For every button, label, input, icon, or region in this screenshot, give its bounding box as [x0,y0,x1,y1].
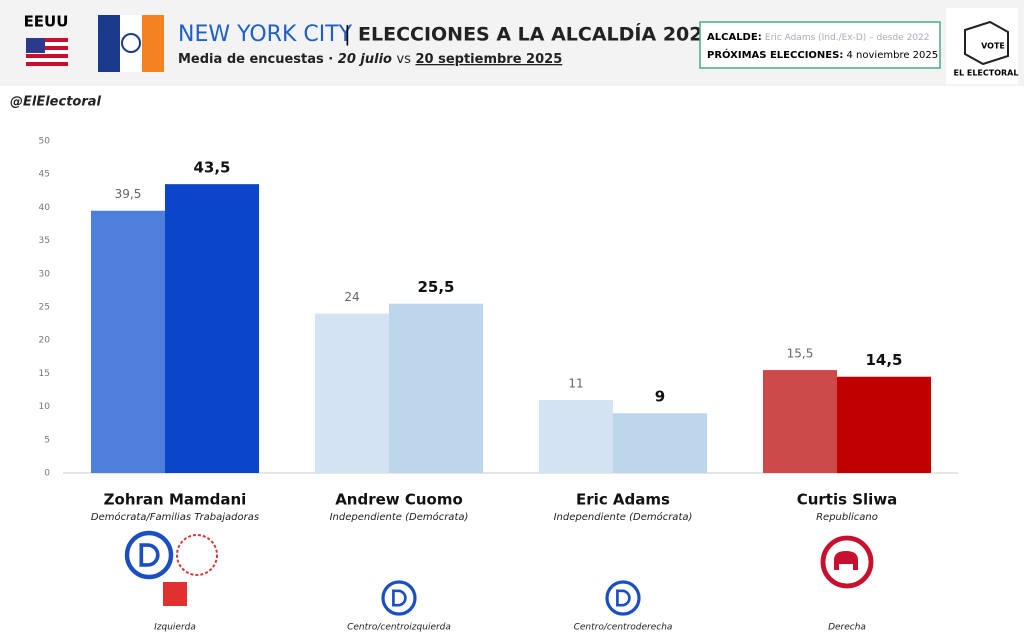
next-label: PRÓXIMAS ELECCIONES: [707,48,843,61]
bar [763,370,837,473]
subtitle-vs: vs [396,52,411,67]
y-tick-label: 50 [39,137,51,147]
mayor: ALCALDE: Eric Adams (Ind./Ex-D) – desde … [707,32,929,43]
ideology: Izquierda [154,623,196,633]
party-logo-d [139,543,160,567]
candidate-name: Curtis Sliwa [797,491,898,509]
y-tick-label: 35 [39,236,50,246]
next-election: PRÓXIMAS ELECCIONES: 4 noviembre 2025 [707,48,938,61]
candidate-party: Republicano [816,512,878,523]
value-label: 43,5 [193,159,230,177]
y-tick-label: 45 [39,170,50,180]
bar [165,184,259,473]
value-label: 9 [655,388,665,406]
y-tick-label: 25 [39,303,50,313]
next-value: 4 noviembre 2025 [847,50,939,61]
bar [389,303,483,473]
subtitle-prefix: Media de encuestas · [178,52,333,67]
logo-vote: VOTE [981,42,1005,51]
mayor-label: ALCALDE: [707,32,762,43]
bar [539,399,613,473]
candidate-name: Andrew Cuomo [335,491,463,509]
title: NEW YORK CITY [178,22,353,47]
bar [91,210,165,473]
value-label: 14,5 [865,351,902,369]
elephant [834,551,858,570]
party-logo-d [392,589,407,607]
candidate-party: Demócrata/Familias Trabajadoras [91,511,259,523]
subtitle-date2: 20 septiembre 2025 [415,52,562,67]
y-tick-label: 40 [39,203,51,213]
y-tick-label: 15 [39,369,50,379]
value-label: 11 [568,376,583,390]
handle: @ElElectoral [10,95,102,110]
subtitle: Media de encuestas · 20 julio vs 20 sept… [178,52,562,67]
ideology: Centro/centroizquierda [347,623,451,633]
value-label: 25,5 [417,278,454,296]
ballot-box [964,20,1009,66]
y-tick-label: 10 [39,402,51,412]
ideology: Derecha [828,623,866,633]
candidate-party: Independiente (Demócrata) [554,511,693,523]
party-logo [124,530,174,580]
y-tick-label: 20 [39,336,51,346]
wfp-badge [163,582,187,606]
info-box [699,21,941,69]
party-logo [605,580,641,616]
bar [837,376,931,473]
nyc-flag [98,15,164,72]
subtitle-date1: 20 julio [338,52,392,67]
wfp-logo [176,534,218,576]
party-logo-d [616,589,631,607]
y-tick-label: 5 [44,435,50,445]
value-label: 15,5 [787,347,814,361]
y-tick-label: 30 [39,269,51,279]
title-sep: | [344,22,351,46]
party-logo [381,580,417,616]
country: EEUU [24,13,69,31]
value-label: 24 [344,290,359,304]
y-tick-label: 0 [44,469,50,479]
bar [613,413,707,473]
ideology: Centro/centroderecha [574,623,673,633]
candidate-name: Zohran Mamdani [104,491,247,509]
candidate-name: Eric Adams [576,491,670,509]
candidate-party: Independiente (Demócrata) [330,511,469,523]
title-rest: ELECCIONES A LA ALCALDÍA 2025 [358,23,716,46]
value-label: 39,5 [115,187,142,201]
logo-name: EL ELECTORAL [954,69,1019,78]
mayor-value: Eric Adams (Ind./Ex-D) – desde 2022 [765,33,930,43]
bar [315,313,389,473]
us-flag [26,38,68,66]
